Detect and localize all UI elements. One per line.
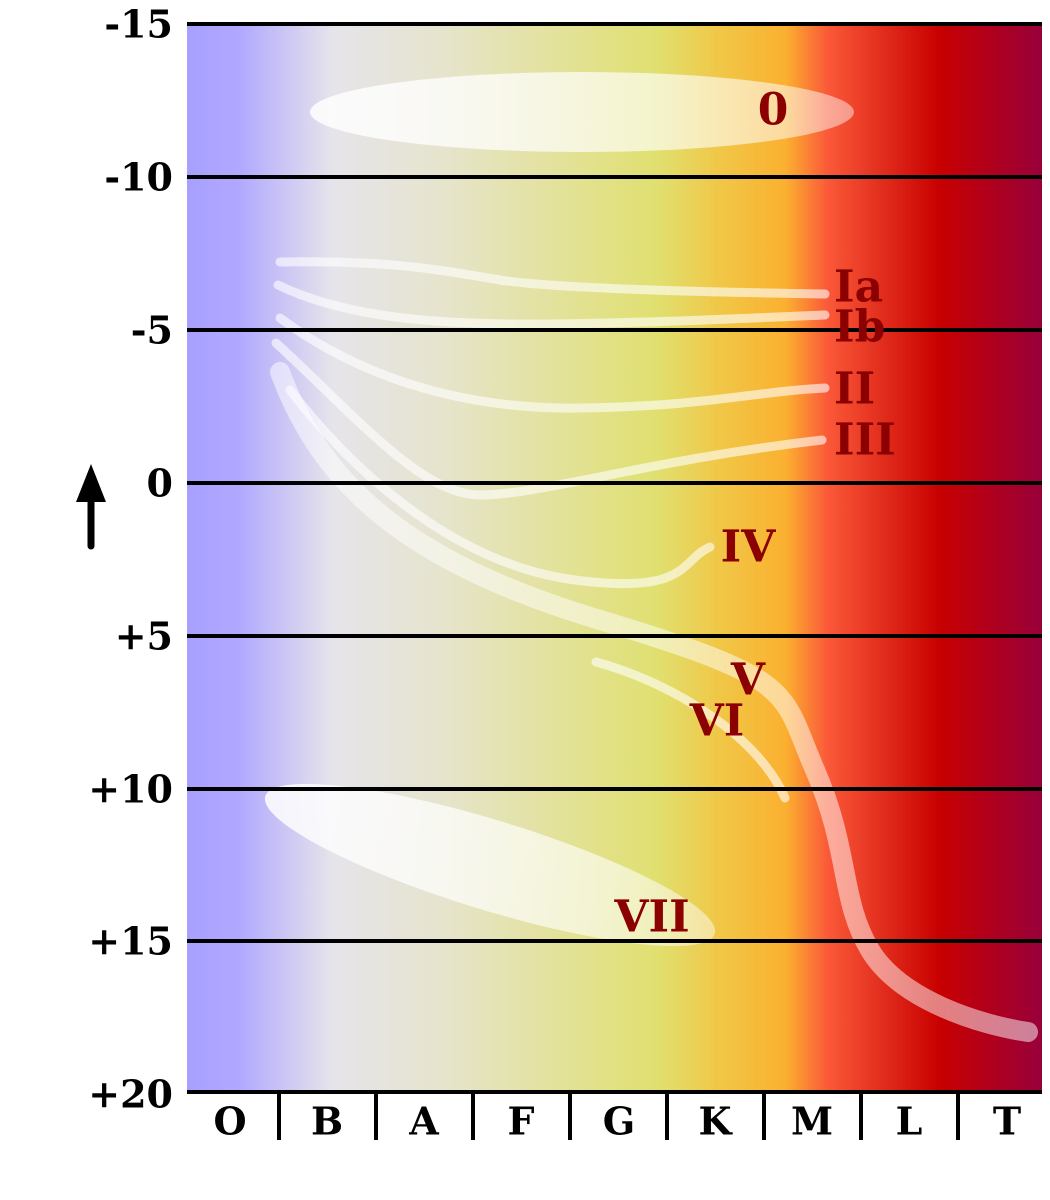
spectral-class: T — [993, 1099, 1021, 1144]
y-label: 0 — [147, 461, 173, 506]
arrow — [76, 464, 106, 550]
luminosity-class: 0 — [758, 85, 789, 136]
curve-vi — [591, 657, 790, 803]
luminosity-class: V — [730, 655, 766, 706]
curve-iv — [285, 385, 715, 589]
y-label: +10 — [88, 767, 173, 812]
luminosity-curves — [270, 257, 1038, 1042]
y-label: -15 — [104, 2, 173, 47]
grid-lines — [187, 22, 1042, 1094]
spectral-class: A — [408, 1099, 439, 1144]
spectral-class: O — [213, 1099, 246, 1144]
class-vii-region — [264, 783, 716, 947]
curve-ii — [275, 313, 830, 413]
luminosity-class: III — [834, 415, 896, 466]
y-label: -5 — [131, 308, 173, 353]
y-label: -10 — [104, 155, 173, 200]
arrow-head — [76, 464, 106, 502]
class-dividers — [277, 1092, 960, 1140]
luminosity-class: IV — [721, 522, 777, 573]
class-0-region — [310, 72, 854, 152]
luminosity-class: VII — [613, 892, 689, 943]
y-label: +15 — [88, 919, 173, 964]
luminosity-class: VI — [689, 696, 745, 747]
spectral-class: F — [508, 1099, 535, 1144]
y-label: +5 — [115, 614, 173, 659]
spectral-class: M — [791, 1099, 833, 1144]
spectral-class: L — [896, 1099, 923, 1144]
luminosity-class: Ia — [834, 262, 883, 313]
luminosity-class: Ib — [834, 302, 885, 353]
curve-ib — [273, 280, 830, 329]
y-label: +20 — [88, 1072, 173, 1117]
curve-v — [270, 362, 1038, 1042]
luminosity-class: II — [834, 364, 875, 415]
spectral-class: K — [698, 1099, 733, 1144]
spectral-class: G — [603, 1099, 635, 1144]
spectral-class: B — [311, 1099, 343, 1144]
curve-iii — [271, 338, 827, 500]
curve-ia — [275, 257, 830, 299]
